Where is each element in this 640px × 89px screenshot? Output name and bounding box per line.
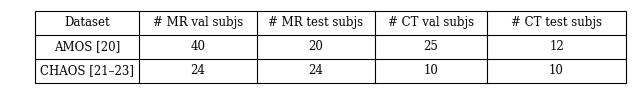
- Text: # CT val subjs: # CT val subjs: [388, 16, 474, 29]
- Text: 20: 20: [308, 40, 323, 53]
- Text: 40: 40: [190, 40, 205, 53]
- Text: 24: 24: [190, 64, 205, 77]
- Bar: [35, 11, 626, 83]
- Text: 24: 24: [308, 64, 323, 77]
- Text: 10: 10: [549, 64, 564, 77]
- Text: # MR val subjs: # MR val subjs: [152, 16, 243, 29]
- Text: Dataset: Dataset: [64, 16, 109, 29]
- Text: # MR test subjs: # MR test subjs: [268, 16, 364, 29]
- Text: CHAOS [21–23]: CHAOS [21–23]: [40, 64, 134, 77]
- Text: 10: 10: [424, 64, 438, 77]
- Text: # CT test subjs: # CT test subjs: [511, 16, 602, 29]
- Text: 12: 12: [549, 40, 564, 53]
- Text: 25: 25: [424, 40, 438, 53]
- Text: AMOS [20]: AMOS [20]: [54, 40, 120, 53]
